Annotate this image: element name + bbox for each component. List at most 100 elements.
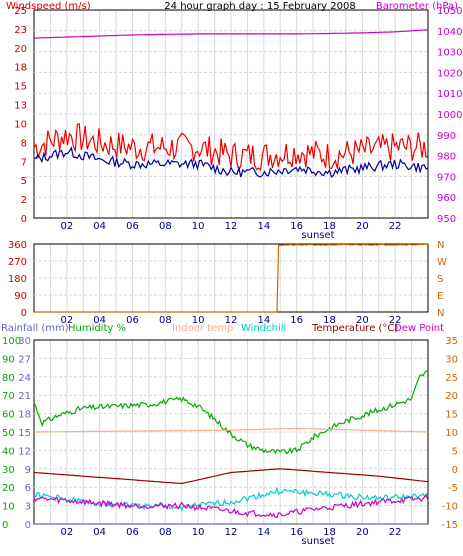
y-tick-rain: 18 (18, 410, 31, 421)
y-tick-barometer: 1040 (437, 27, 462, 38)
y-tick-humidity: 40 (2, 446, 15, 457)
y-tick-rain: 27 (18, 354, 31, 365)
x-tick-hour: 08 (159, 527, 172, 538)
y-tick-rain: 9 (25, 465, 31, 476)
y-tick-rain: 30 (18, 336, 31, 347)
legend-rainfall: Rainfall (mm) (1, 323, 69, 334)
x-tick-hour: 20 (356, 315, 369, 326)
y-tick-temperature: 10 (445, 428, 458, 439)
y-tick-windspeed: 10 (14, 119, 27, 130)
x-tick-hour: 08 (159, 315, 172, 326)
y-tick-humidity: 20 (2, 483, 15, 494)
legend-indoor-temp: Indoor temp (172, 323, 233, 334)
y-tick-barometer: 1000 (437, 110, 462, 121)
x-tick-hour: 18 (323, 221, 336, 232)
y-tick-direction: 90 (14, 291, 27, 302)
y-tick-windspeed: 7 (21, 157, 27, 168)
x-tick-hour: 06 (126, 221, 139, 232)
y-tick-temperature: 20 (445, 391, 458, 402)
line-wind-gust (33, 146, 429, 178)
y-tick-barometer: 990 (437, 131, 456, 142)
y-tick-windspeed: 15 (14, 82, 27, 93)
legend-humidity: Humidity % (68, 323, 126, 334)
x-tick-hour: 16 (290, 527, 303, 538)
x-tick-hour: 22 (389, 315, 402, 326)
y-tick-humidity: 10 (2, 502, 15, 513)
y-tick-rain: 12 (18, 446, 31, 457)
y-tick-windspeed: 5 (21, 176, 27, 187)
y-tick-humidity: 60 (2, 410, 15, 421)
y-tick-temperature: 5 (452, 446, 458, 457)
y-tick-barometer: 1030 (437, 48, 462, 59)
x-tick-hour: 04 (93, 527, 106, 538)
y-tick-temperature: -10 (442, 502, 458, 513)
line-dew-point (33, 494, 429, 519)
y-tick-temperature: 25 (445, 373, 458, 384)
y-tick-barometer: 960 (437, 193, 456, 204)
y-tick-barometer: 970 (437, 172, 456, 183)
y-tick-compass: E (437, 291, 443, 302)
y-tick-rain: 21 (18, 391, 31, 402)
x-tick-hour: 22 (389, 221, 402, 232)
x-tick-hour: 22 (389, 527, 402, 538)
y-tick-windspeed: 8 (21, 138, 27, 149)
y-tick-barometer: 1050 (437, 6, 462, 17)
y-tick-temperature: 30 (445, 354, 458, 365)
y-tick-windspeed: 2 (21, 195, 27, 206)
y-tick-windspeed: 25 (14, 6, 27, 17)
x-tick-hour: 04 (93, 221, 106, 232)
y-tick-barometer: 1020 (437, 68, 462, 79)
y-tick-rain: 15 (18, 428, 31, 439)
y-tick-barometer: 950 (437, 214, 456, 225)
x-tick-hour: 16 (290, 315, 303, 326)
x-tick-hour: 14 (257, 527, 270, 538)
y-tick-temperature: 0 (452, 465, 458, 476)
x-tick-hour: 02 (60, 527, 73, 538)
x-tick-hour: 14 (257, 221, 270, 232)
line-temperature (33, 468, 429, 485)
line-humidity (33, 369, 429, 455)
y-tick-rain: 0 (25, 520, 31, 531)
x-tick-hour: 02 (60, 221, 73, 232)
chart-title: 24 hour graph day : 15 February 2008 (164, 1, 355, 12)
y-tick-compass: W (437, 257, 447, 268)
x-tick-hour: 20 (356, 221, 369, 232)
x-tick-hour: 10 (192, 221, 205, 232)
legend-windchill: Windchill (241, 323, 286, 334)
y-tick-rain: 24 (18, 373, 31, 384)
y-tick-windspeed: 20 (14, 44, 27, 55)
y-tick-rain: 3 (25, 502, 31, 513)
y-tick-temperature: 15 (445, 410, 458, 421)
y-tick-humidity: 30 (2, 465, 15, 476)
y-tick-humidity: 90 (2, 354, 15, 365)
y-tick-humidity: 0 (2, 520, 8, 531)
line-barometer (33, 29, 429, 39)
y-tick-temperature: 35 (445, 336, 458, 347)
y-tick-windspeed: 13 (14, 101, 27, 112)
y-tick-compass: N (437, 240, 444, 251)
y-tick-humidity: 80 (2, 373, 15, 384)
x-tick-hour: 18 (323, 315, 336, 326)
legend-temperature: Temperature (°C) (311, 323, 398, 334)
y-tick-direction: 0 (21, 308, 27, 319)
y-tick-humidity: 70 (2, 391, 15, 402)
x-tick-hour: 12 (225, 527, 238, 538)
x-tick-hour: 06 (126, 315, 139, 326)
y-tick-barometer: 980 (437, 152, 456, 163)
legend-windspeed: Windspeed (m/s) (6, 1, 91, 12)
y-tick-direction: 180 (8, 274, 27, 285)
x-tick-hour: 16 (290, 221, 303, 232)
x-tick-hour: 08 (159, 221, 172, 232)
y-tick-temperature: -15 (442, 520, 458, 531)
x-tick-hour: 04 (93, 315, 106, 326)
y-tick-temperature: -5 (448, 483, 458, 494)
x-tick-hour: 20 (356, 527, 369, 538)
line-indoor-temp (34, 427, 429, 433)
x-tick-hour: 06 (126, 527, 139, 538)
line-wind-direction (34, 243, 429, 313)
x-tick-hour: 14 (257, 315, 270, 326)
legend-dew-point: Dew Point (394, 323, 444, 334)
y-tick-compass: S (437, 274, 443, 285)
y-tick-humidity: 50 (2, 428, 15, 439)
